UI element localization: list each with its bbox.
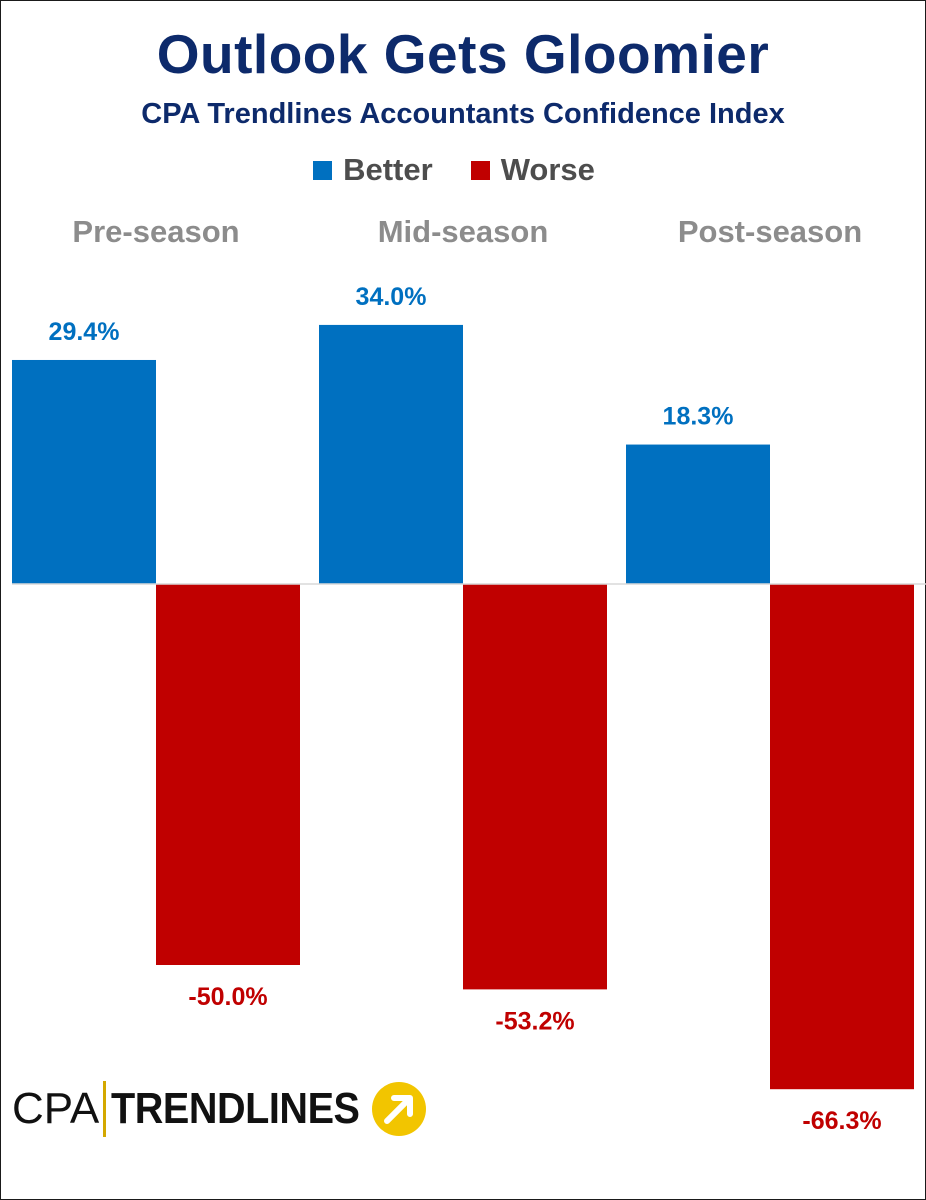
bar-worse-0 — [156, 584, 300, 965]
legend-swatch-better — [313, 160, 333, 180]
data-label-better-1: 34.0% — [356, 283, 427, 311]
legend-swatch-worse — [470, 160, 490, 180]
logo-divider — [103, 1081, 107, 1137]
data-label-better-0: 29.4% — [49, 318, 120, 346]
category-label-0: Pre-season — [72, 214, 239, 249]
legend: Better Worse — [0, 152, 926, 188]
legend-item-worse: Worse — [470, 152, 595, 188]
data-label-worse-0: -50.0% — [188, 983, 267, 1011]
bar-better-2 — [626, 444, 770, 584]
chart-subtitle: CPA Trendlines Accountants Confidence In… — [141, 98, 785, 130]
cpa-trendlines-logo: CPA TRENDLINES — [12, 1078, 429, 1140]
bar-better-0 — [12, 359, 156, 584]
bar-better-1 — [319, 324, 463, 584]
logo-cpa-text: CPA — [12, 1084, 100, 1133]
data-label-better-2: 18.3% — [663, 403, 734, 431]
logo-trendlines-text: TRENDLINES — [111, 1084, 360, 1133]
data-label-worse-2: -66.3% — [802, 1107, 881, 1135]
legend-label-better: Better — [343, 152, 433, 187]
category-label-2: Post-season — [678, 214, 862, 249]
category-label-1: Mid-season — [378, 214, 549, 249]
legend-item-better: Better — [313, 152, 433, 188]
bar-worse-1 — [463, 584, 607, 990]
bar-worse-2 — [770, 584, 914, 1090]
data-label-worse-1: -53.2% — [495, 1007, 574, 1035]
chart-title: Outlook Gets Gloomier — [156, 23, 770, 85]
legend-label-worse: Worse — [500, 152, 595, 187]
arrow-circle-icon — [372, 1082, 427, 1136]
